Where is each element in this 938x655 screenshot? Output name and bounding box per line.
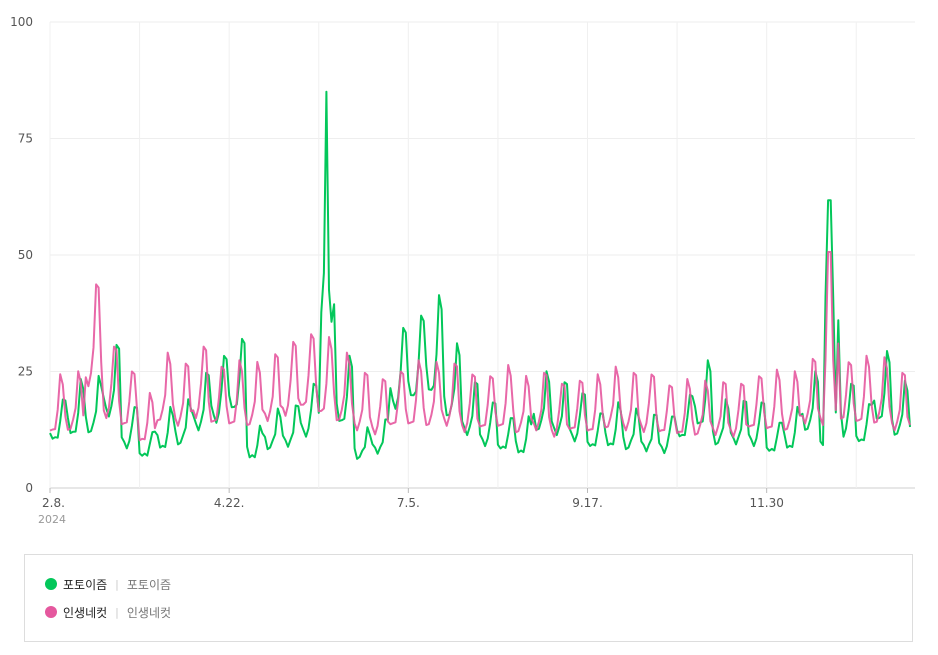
x-tick-label: 2.8. [42,496,65,510]
legend-item-name: 인생네컷 [63,605,108,620]
legend: 포토이즘 | 포토이즘 인생네컷 | 인생네컷 [24,554,913,642]
line-chart: 0 25 50 75 100 2024 2.8. 4.22. 7.5. 9.17. 11.30 [10,15,915,526]
chart-grid [49,21,915,489]
y-tick-label: 25 [18,365,33,379]
series-line-photoism [49,90,911,460]
legend-item-keyword: 포토이즘 [126,577,172,592]
y-axis: 0 25 50 75 100 [10,15,33,495]
y-tick-label: 0 [25,481,33,495]
legend-separator: | [115,577,119,591]
legend-item-lifefourcuts[interactable]: 인생네컷 | 인생네컷 [45,602,171,622]
x-tick-label: 9.17. [572,496,603,510]
legend-item-keyword: 인생네컷 [126,605,172,620]
x-axis: 2024 2.8. 4.22. 7.5. 9.17. 11.30 [38,488,784,526]
y-tick-label: 75 [18,132,33,146]
y-tick-label: 50 [18,248,33,262]
x-axis-year-label: 2024 [38,513,66,526]
x-tick-label: 11.30 [749,496,783,510]
x-tick-label: 4.22. [214,496,245,510]
x-tick-label: 7.5. [397,496,420,510]
legend-item-name: 포토이즘 [63,577,108,592]
legend-item-photoism[interactable]: 포토이즘 | 포토이즘 [45,574,171,594]
y-tick-label: 100 [10,15,33,29]
series-lines [49,90,911,460]
series-line-lifefourcuts [49,251,911,442]
legend-separator: | [115,605,119,619]
legend-dot-photoism [45,578,57,590]
legend-dot-lifefourcuts [45,606,57,618]
